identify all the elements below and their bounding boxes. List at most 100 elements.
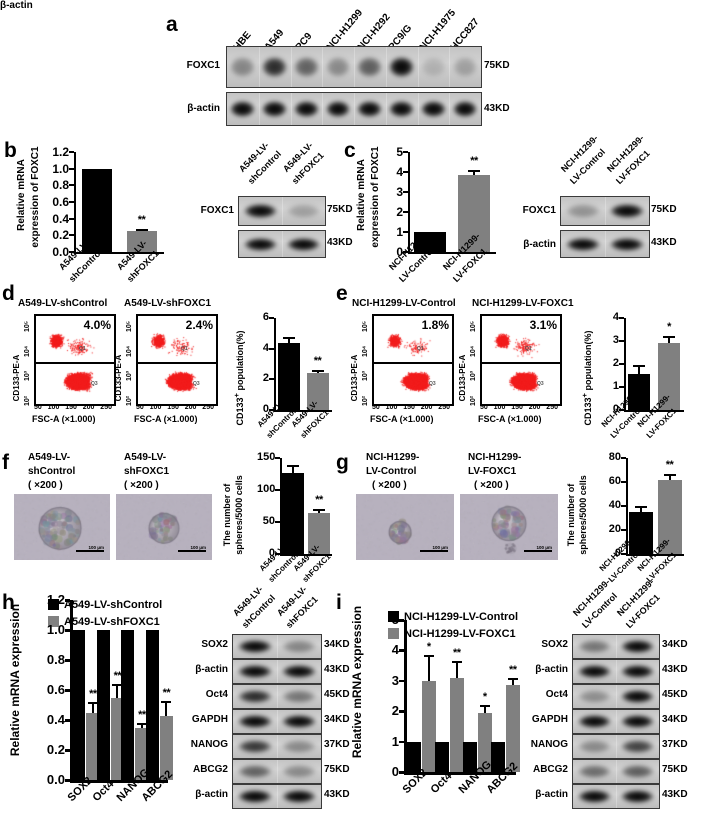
panel-g-img0-line1: NCI-H1299-	[366, 452, 420, 463]
error-bar	[473, 170, 475, 175]
panel-d-flow1-ytick: 10⁴	[126, 345, 133, 357]
y-tick	[399, 771, 404, 774]
blot-band	[237, 740, 273, 753]
blot-band	[281, 715, 317, 728]
y-axis	[274, 318, 276, 410]
y-tick-label: 2	[262, 372, 269, 385]
panel-b-protein-bactin: β-actin	[0, 0, 33, 11]
bar	[282, 473, 304, 554]
blot-row	[572, 709, 660, 734]
blot-mw-label: 43KD	[324, 663, 350, 675]
panel-g-img0-mag: ( ×200 )	[372, 480, 407, 491]
panel-e-flow1-xticks: 50 100 150 200 250	[480, 404, 558, 411]
bar	[308, 513, 330, 554]
panel-d-flow0-xlabel: FSC-A (×1.000)	[32, 414, 96, 424]
panel-g-img1-mag: ( ×200 )	[474, 480, 509, 491]
significance-marker: **	[509, 663, 517, 676]
error-cap	[468, 170, 480, 172]
error-bar	[639, 506, 642, 512]
error-cap	[663, 473, 676, 476]
y-tick	[621, 505, 626, 507]
bar	[135, 727, 149, 780]
blot-protein-label: NANOG	[530, 738, 568, 750]
blot-band	[389, 57, 414, 77]
panel-label-b: b	[4, 139, 17, 162]
panel-g-sphere-image-0: 100 μm	[356, 494, 454, 560]
blot-row	[572, 659, 660, 684]
y-tick-label: 1	[391, 733, 399, 749]
y-tick	[269, 347, 274, 350]
panel-a-mw-bactin: 43KD	[484, 103, 510, 114]
panel-i-legend-swatch-1	[388, 628, 399, 639]
blot-protein-label: NANOG	[190, 738, 228, 750]
blot-mw-label: 75KD	[662, 763, 688, 775]
blot-band	[281, 665, 317, 678]
x-axis	[280, 554, 332, 556]
bar	[414, 232, 446, 252]
lane-divider	[616, 685, 617, 708]
blot-band	[357, 101, 383, 117]
blot-band	[262, 101, 287, 117]
y-tick-label: 4	[396, 165, 403, 179]
y-tick-label: 0.2	[46, 742, 65, 757]
bar	[421, 680, 436, 772]
panel-e-plot1-title: NCI-H1299-LV-FOXC1	[472, 298, 574, 309]
lane-divider	[258, 47, 260, 87]
panel-d-flow0-scatter-canvas	[36, 316, 114, 404]
error-bar	[116, 684, 119, 698]
error-cap	[451, 661, 462, 664]
blot-mw-label: 75KD	[324, 763, 350, 775]
lane-divider	[258, 93, 260, 125]
lane-divider	[290, 47, 292, 87]
panel-c-blot-foxc1	[560, 196, 650, 226]
y-tick-label: 0	[396, 245, 403, 259]
panel-f-chart-ylabel-1: The number of	[222, 483, 232, 547]
lane-divider	[290, 93, 292, 125]
panel-g-sphere1-scale-bar-label: 100 μm	[536, 545, 552, 550]
x-axis	[408, 252, 496, 254]
y-tick-label: 40	[608, 499, 621, 511]
lane-divider	[277, 685, 278, 708]
y-tick	[69, 251, 74, 253]
blot-band	[293, 101, 319, 117]
panel-f-img1-mag: ( ×200 )	[124, 480, 159, 491]
panel-a-protein-foxc1: FOXC1	[186, 60, 220, 71]
panel-a-blot-bactin	[226, 92, 482, 126]
y-tick	[65, 689, 70, 692]
blot-protein-label: SOX2	[541, 638, 568, 650]
blot-band	[281, 790, 317, 803]
y-tick-label: 0.4	[52, 211, 69, 226]
error-bar	[91, 702, 94, 713]
panel-f-sphere1-scale-bar	[178, 550, 206, 552]
blot-protein-label: β-actin	[535, 663, 568, 675]
error-cap	[479, 705, 490, 708]
panel-g-img0-line2: LV-Control	[366, 466, 417, 477]
panel-a-protein-bactin: β-actin	[187, 103, 220, 114]
x-axis	[404, 772, 516, 775]
panel-e-flow1-ylabel: CD133-PE-A	[458, 354, 467, 402]
blot-band	[620, 765, 655, 778]
blot-protein-label: Oct4	[205, 688, 228, 700]
lane-divider	[449, 47, 451, 87]
panel-e-flow0-gate-line	[374, 362, 452, 364]
lane-divider	[282, 231, 283, 257]
panel-e-flow1-ytick: 10³	[470, 371, 477, 382]
bar	[306, 373, 329, 410]
bar	[145, 630, 159, 780]
blot-band	[565, 204, 601, 218]
blot-protein-label: ABCG2	[192, 763, 228, 775]
blot-row	[232, 709, 322, 734]
significance-marker: *	[482, 691, 487, 704]
panel-e-flow0-quadrant-q3: Q3	[429, 381, 436, 387]
blot-mw-label: 43KD	[662, 663, 688, 675]
y-tick	[65, 749, 70, 752]
panel-g-sphere1-scale-bar	[524, 550, 552, 552]
bar	[462, 741, 477, 772]
y-tick-label: 0.0	[46, 772, 65, 787]
blot-row	[232, 734, 322, 759]
panel-d-flow0-xticks: 50 100 150 200 250	[34, 404, 112, 411]
error-cap	[161, 700, 172, 703]
x-axis	[74, 252, 164, 254]
blot-band	[293, 57, 319, 77]
bar	[449, 677, 464, 772]
